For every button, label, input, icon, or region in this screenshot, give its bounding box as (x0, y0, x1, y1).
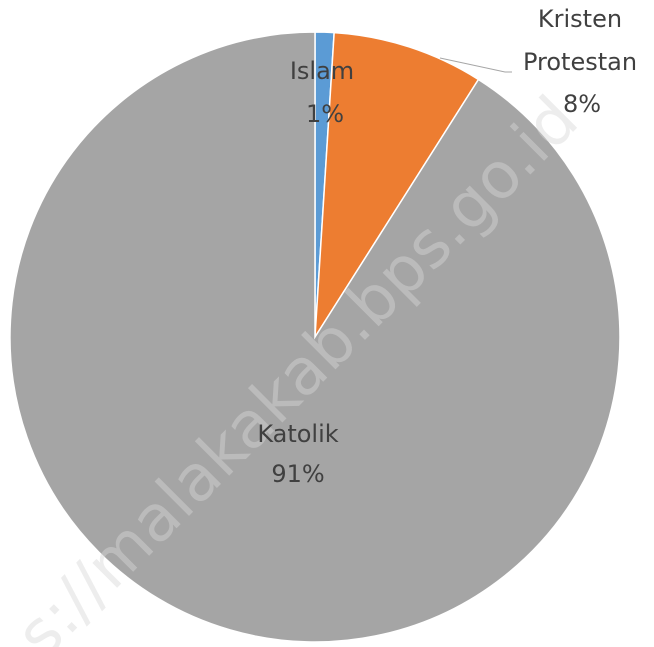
pie-slice (314, 31, 480, 338)
category-label: Kristen Protestan (523, 5, 637, 76)
category-label: Islam (290, 57, 354, 85)
leader-line (439, 57, 512, 73)
pie-slice (9, 31, 621, 643)
slices (9, 31, 621, 643)
value-label: 91% (271, 460, 324, 488)
value-label: 1% (306, 100, 344, 128)
value-label: 8% (563, 90, 601, 118)
category-label: Katolik (257, 420, 338, 448)
